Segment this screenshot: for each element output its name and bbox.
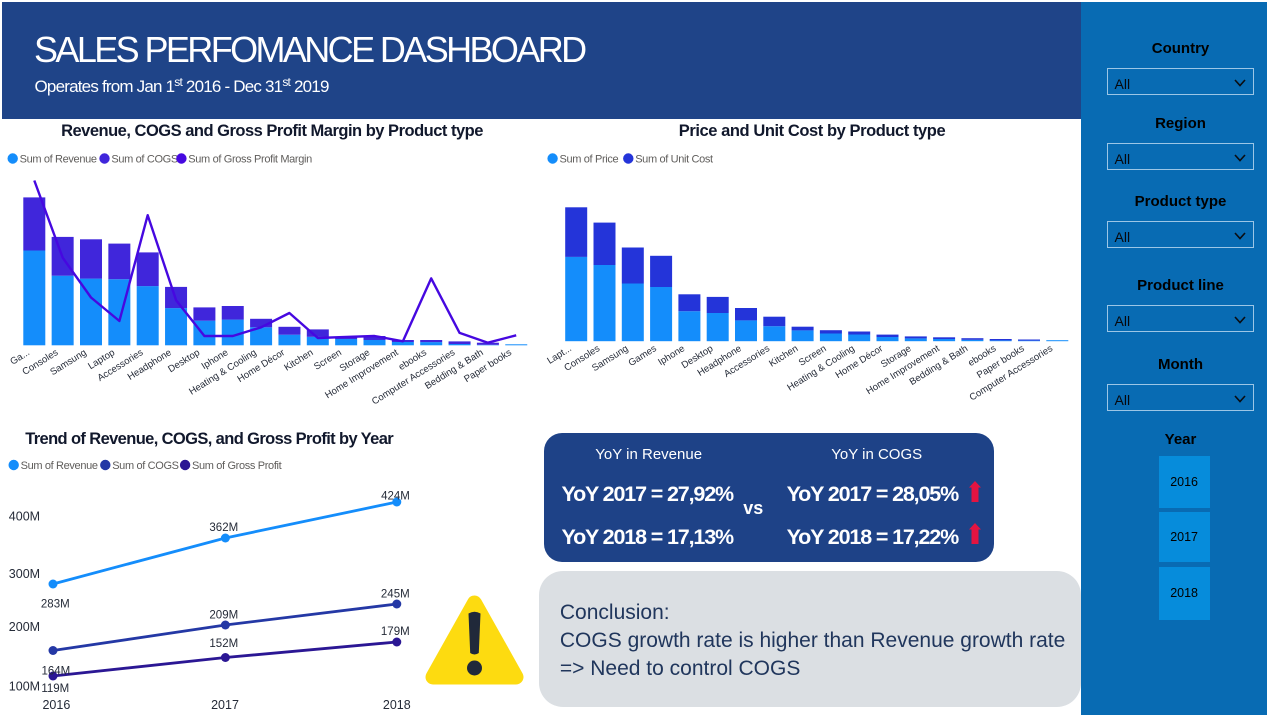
- svg-text:119M: 119M: [41, 683, 69, 695]
- svg-text:100M: 100M: [9, 680, 40, 694]
- svg-text:Kitchen: Kitchen: [282, 347, 315, 373]
- svg-text:Revenue, COGS and Gross Profit: Revenue, COGS and Gross Profit Margin by…: [61, 122, 483, 140]
- svg-text:2016: 2016: [42, 698, 70, 712]
- svg-text:179M: 179M: [381, 626, 410, 638]
- svg-text:Sum of Revenue: Sum of Revenue: [20, 154, 97, 166]
- svg-text:Sum of Price: Sum of Price: [560, 154, 619, 166]
- svg-text:245M: 245M: [381, 589, 410, 601]
- svg-text:Trend of Revenue, COGS, and Gr: Trend of Revenue, COGS, and Gross Profit…: [25, 430, 394, 448]
- svg-text:209M: 209M: [209, 609, 238, 621]
- svg-text:2018: 2018: [383, 698, 411, 712]
- svg-text:2017: 2017: [211, 698, 239, 712]
- svg-text:Sum of Revenue: Sum of Revenue: [21, 460, 98, 472]
- svg-text:Kitchen: Kitchen: [767, 343, 800, 369]
- svg-text:152M: 152M: [209, 638, 238, 650]
- svg-text:Games: Games: [627, 343, 659, 369]
- svg-text:Sum of Gross Profit Margin: Sum of Gross Profit Margin: [188, 154, 312, 166]
- svg-text:Sum of COGS: Sum of COGS: [112, 460, 178, 472]
- svg-text:400M: 400M: [9, 510, 40, 524]
- svg-text:424M: 424M: [381, 491, 410, 503]
- svg-text:362M: 362M: [209, 522, 238, 534]
- svg-text:Sum of Gross Profit: Sum of Gross Profit: [192, 460, 282, 472]
- svg-text:200M: 200M: [9, 620, 40, 634]
- svg-text:Desktop: Desktop: [166, 347, 202, 375]
- svg-text:283M: 283M: [41, 598, 70, 610]
- svg-text:Price and Unit Cost by Product: Price and Unit Cost by Product type: [679, 122, 946, 140]
- svg-text:Sum of COGS: Sum of COGS: [111, 154, 177, 166]
- svg-text:164M: 164M: [42, 666, 71, 678]
- svg-text:Sum of Unit Cost: Sum of Unit Cost: [635, 154, 713, 166]
- svg-text:300M: 300M: [9, 567, 40, 581]
